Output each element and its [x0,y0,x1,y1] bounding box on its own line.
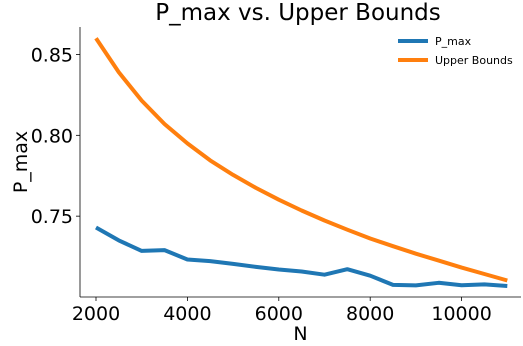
x-tick-label: 2000 [72,303,120,325]
x-tick-label: 8000 [346,303,394,325]
y-axis-label: P_max [10,131,32,193]
x-tick-label: 6000 [255,303,303,325]
legend-label-upper-bounds: Upper Bounds [435,54,513,67]
series-line-upper-bounds [94,37,508,283]
legend: P_max Upper Bounds [398,35,513,67]
y-axis-ticks: 0.75 0.80 0.85 [31,44,80,228]
y-tick-label: 0.80 [31,125,73,147]
x-tick-label: 10000 [431,303,491,325]
plot-axes [79,27,521,298]
x-axis-ticks: 2000 4000 6000 8000 10000 [72,297,492,325]
chart-title: P_max vs. Upper Bounds [155,0,441,26]
legend-label-p-max: P_max [435,35,472,48]
x-tick-label: 4000 [163,303,211,325]
data-series [94,37,508,288]
series-line-p-max [95,225,508,288]
x-axis-label: N [293,323,307,345]
y-tick-label: 0.85 [31,44,73,66]
y-tick-label: 0.75 [31,206,73,228]
